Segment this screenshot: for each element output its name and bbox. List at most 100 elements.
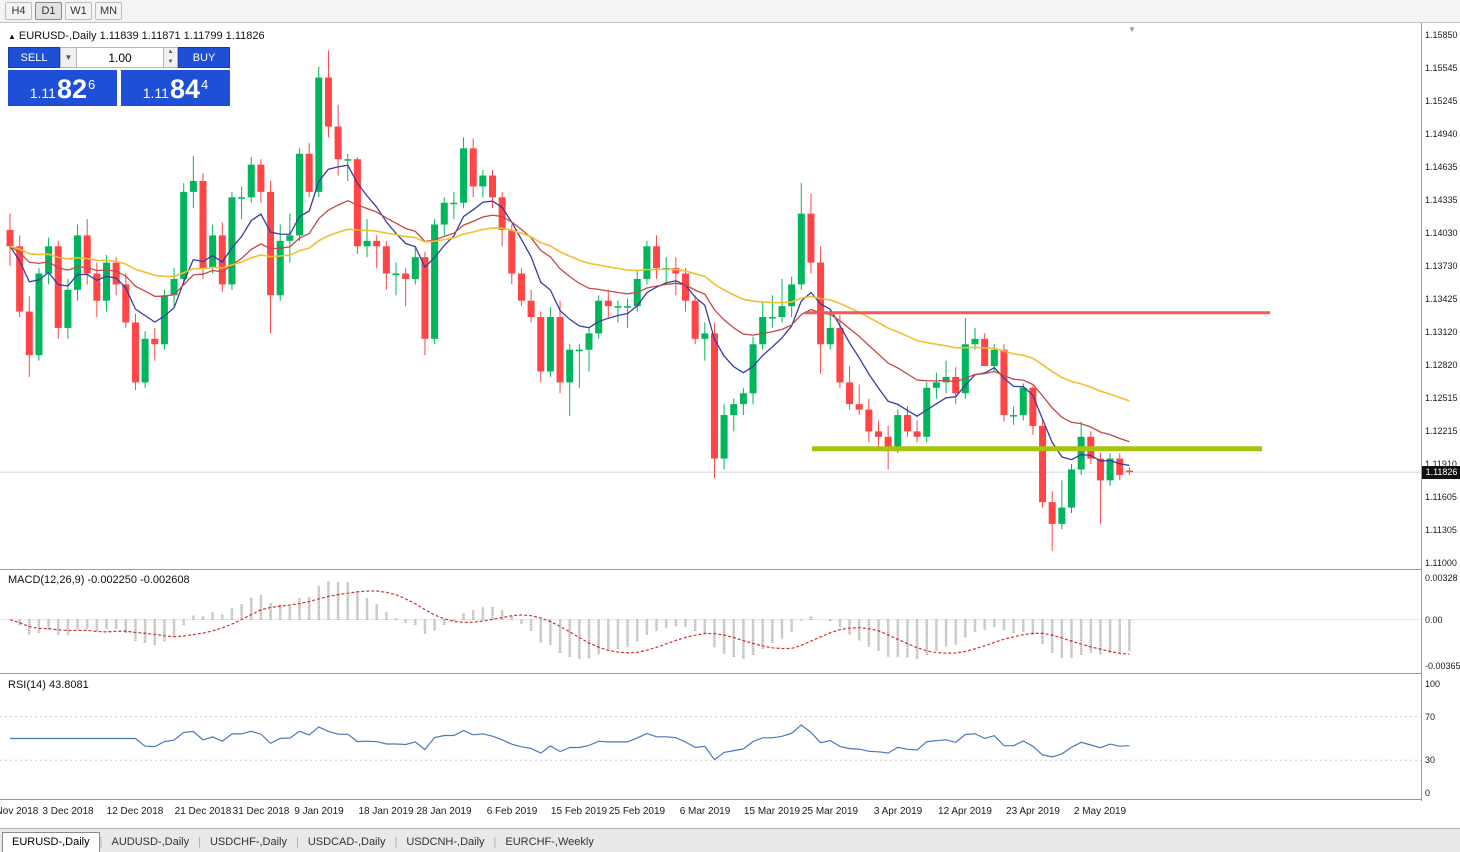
tab-separator: |	[295, 836, 299, 848]
date-axis-label: 6 Mar 2019	[679, 806, 731, 817]
rsi-axis-label: 0	[1425, 788, 1431, 798]
volume-input[interactable]	[77, 47, 164, 68]
price-axis-label: 1.12820	[1425, 360, 1458, 370]
ohlc-high: 1.11871	[141, 30, 181, 42]
tab-separator: |	[198, 836, 201, 848]
chart-tab-usdchf[interactable]: USDCHF-,Daily	[209, 836, 287, 848]
rsi-line	[10, 724, 1130, 761]
date-axis-label: 18 Jan 2019	[358, 806, 414, 817]
volume-increase-button[interactable]: ▲	[164, 48, 177, 58]
macd-axis-label: 0.00328	[1425, 573, 1458, 583]
date-axis-label: 2 May 2019	[1073, 806, 1127, 817]
macd-canvas[interactable]	[0, 570, 1421, 674]
sell-button[interactable]: SELL	[8, 47, 60, 68]
ohlc-low: 1.11799	[183, 30, 223, 42]
rsi-axis-label: 70	[1425, 712, 1436, 722]
date-axis-label: 21 Dec 2018	[174, 806, 232, 817]
date-axis-label: 15 Feb 2019	[550, 806, 608, 817]
chart-tab-eurusd[interactable]: EURUSD-,Daily	[2, 832, 100, 852]
date-axis-label: 25 Feb 2019	[608, 806, 666, 817]
moving-average-line-8	[9, 164, 1130, 467]
chart-tab-usdcad[interactable]: USDCAD-,Daily	[307, 836, 386, 848]
price-axis-label: 1.12515	[1425, 393, 1458, 403]
date-axis-label: 23 Apr 2019	[1006, 806, 1060, 817]
date-axis-label: 15 Mar 2019	[743, 806, 801, 817]
chart-tab-eurchf[interactable]: EURCHF-,Weekly	[505, 836, 594, 848]
buy-price-pips: 84	[169, 74, 201, 104]
price-axis-label: 1.14940	[1425, 129, 1458, 139]
timeframe-button-d1[interactable]: D1	[35, 2, 62, 20]
current-price-tag: 1.11826	[1422, 466, 1460, 479]
sell-price-pips: 82	[56, 74, 88, 104]
rsi-panel	[0, 675, 1421, 800]
main-chart-canvas[interactable]	[0, 23, 1421, 570]
price-axis-label: 1.13120	[1425, 327, 1458, 337]
volume-dropdown-button[interactable]: ▼	[60, 47, 77, 68]
moving-average-line-45	[9, 227, 1130, 402]
candlestick-series	[6, 50, 1133, 552]
price-axis-label: 1.11605	[1425, 492, 1457, 502]
chart-ohlc-readout: ▲ EURUSD-,Daily 1.11839 1.11871 1.11799 1…	[8, 30, 265, 42]
date-axis-label: 28 Jan 2019	[416, 806, 472, 817]
timeframe-button-h4[interactable]: H4	[5, 2, 32, 20]
price-axis-label: 1.11000	[1425, 558, 1457, 568]
rsi-indicator-label: RSI(14) 43.8081	[8, 679, 89, 691]
price-axis-label: 1.15850	[1425, 30, 1458, 40]
chart-symbol-label: EURUSD-,Daily	[18, 30, 97, 42]
sell-price-point: 6	[88, 77, 96, 92]
chevron-down-icon: ▼	[64, 53, 73, 62]
date-axis-label: 12 Dec 2018	[106, 806, 164, 817]
ohlc-close: 1.11826	[225, 30, 265, 42]
symbol-marker-icon: ▲	[8, 32, 16, 41]
tab-separator: |	[493, 836, 497, 848]
macd-axis-label: 0.00	[1425, 615, 1443, 625]
buy-price-point: 4	[201, 77, 209, 92]
macd-axis-label: -0.00365	[1425, 661, 1460, 671]
date-axis-label: 25 Mar 2019	[801, 806, 859, 817]
macd-panel	[0, 570, 1421, 674]
chart-shift-marker-icon[interactable]: ▼	[1128, 25, 1136, 34]
ohlc-open: 1.11839	[99, 30, 139, 42]
date-axis-label: 3 Dec 2018	[42, 806, 94, 817]
tab-separator: |	[99, 836, 103, 848]
rsi-canvas[interactable]	[0, 675, 1421, 800]
price-axis-label: 1.14635	[1425, 162, 1458, 172]
sell-price-prefix: 1.11	[29, 85, 56, 101]
chart-tab-usdcnh[interactable]: USDCNH-,Daily	[406, 836, 485, 848]
buy-button[interactable]: BUY	[178, 47, 230, 68]
timeframe-button-mn[interactable]: MN	[95, 2, 122, 20]
volume-decrease-button[interactable]: ▼	[164, 57, 177, 67]
price-axis-label: 1.14335	[1425, 195, 1458, 205]
timeframe-button-w1[interactable]: W1	[65, 2, 92, 20]
buy-price-display[interactable]: 1.11 84 4	[121, 70, 230, 106]
chart-tab-bar: EURUSD-,Daily | AUDUSD-,Daily | USDCHF-,Dail…	[0, 828, 1460, 852]
price-axis-label: 1.13425	[1425, 294, 1458, 304]
price-axis-label: 1.12215	[1425, 426, 1458, 436]
chart-tab-audusd[interactable]: AUDUSD-,Daily	[111, 836, 190, 848]
date-axis-label: 12 Apr 2019	[938, 806, 992, 817]
timeframe-toolbar: H4 D1 W1 MN	[0, 0, 1460, 23]
price-axis[interactable]: 1.15850 1.15545 1.15245 1.14940 1.14635 1.143…	[1421, 23, 1460, 801]
price-axis-label: 1.15545	[1425, 63, 1458, 73]
date-axis-label: 6 Feb 2019	[486, 806, 538, 817]
moving-average-line-20	[9, 199, 1130, 443]
price-axis-label: 1.14030	[1425, 228, 1458, 238]
price-axis-label: 1.11305	[1425, 525, 1457, 535]
sell-price-display[interactable]: 1.11 82 6	[8, 70, 117, 106]
macd-indicator-label: MACD(12,26,9) -0.002250 -0.002608	[8, 574, 190, 586]
date-axis-label: 9 Jan 2019	[294, 806, 344, 817]
volume-stepper: ▲ ▼	[164, 47, 178, 68]
rsi-axis-label: 30	[1425, 755, 1436, 765]
price-axis-label: 1.11910	[1425, 459, 1457, 469]
main-chart-panel	[0, 23, 1421, 570]
rsi-axis-label: 100	[1425, 679, 1441, 689]
date-axis-label: 3 Apr 2019	[873, 806, 923, 817]
price-axis-label: 1.15245	[1425, 96, 1458, 106]
price-axis-label: 1.13730	[1425, 261, 1458, 271]
date-axis-label: 23 Nov 2018	[0, 806, 39, 817]
buy-price-prefix: 1.11	[142, 85, 169, 101]
date-axis-label: 31 Dec 2018	[232, 806, 290, 817]
